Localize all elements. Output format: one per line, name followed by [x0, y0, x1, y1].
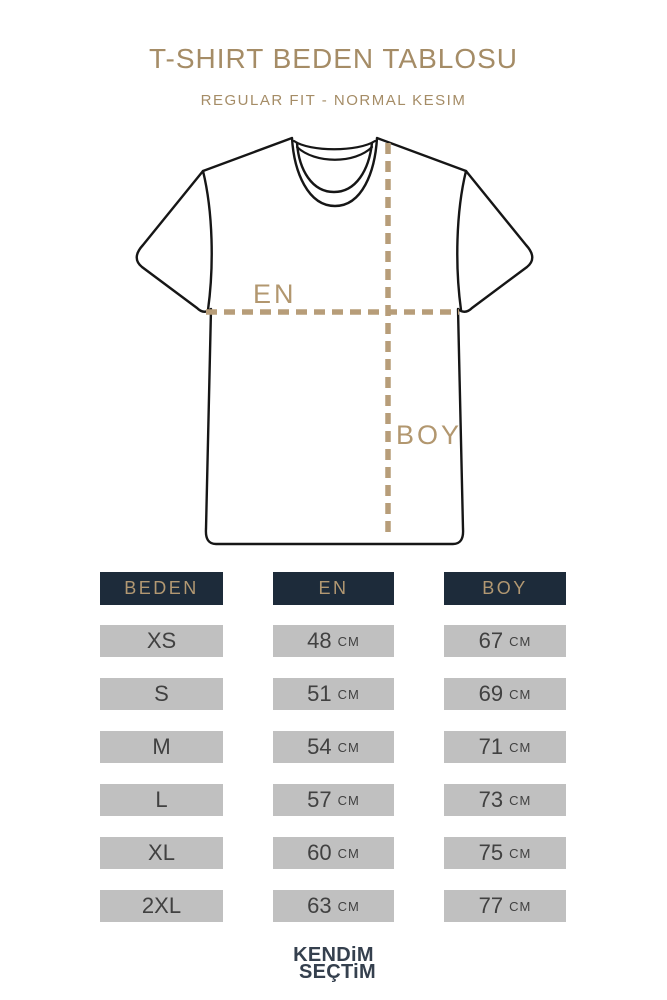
- column-boy: BOY 67 CM 69 CM 71 CM 73 CM 75 CM 7: [444, 572, 566, 922]
- width-label: EN: [253, 279, 297, 309]
- right-armhole-seam: [456, 169, 468, 312]
- measure-unit: CM: [509, 686, 532, 702]
- measure-unit: CM: [337, 739, 360, 755]
- brand-line1: KENDiM: [293, 944, 374, 966]
- measure-unit: CM: [509, 845, 532, 861]
- tshirt-outline: [135, 136, 534, 546]
- size-cell-2xl: 2XL: [100, 890, 223, 922]
- header-cell-en: EN: [273, 572, 394, 605]
- left-armhole-seam: [201, 169, 213, 312]
- measure-value: 57: [307, 787, 332, 812]
- en-cell-xs: 48 CM: [273, 625, 394, 657]
- measure-value: 73: [478, 787, 504, 812]
- size-cell-xl: XL: [100, 837, 223, 869]
- measure-value: 67: [478, 628, 504, 653]
- measure-value: 51: [307, 681, 332, 706]
- header-cell-beden: BEDEN: [100, 572, 223, 605]
- boy-cell-2xl: 77 CM: [444, 890, 566, 922]
- brand-line2: SEÇTiM: [299, 960, 376, 983]
- measure-unit: CM: [337, 792, 360, 808]
- boy-cell-xs: 67 CM: [444, 625, 566, 657]
- column-en: EN 48 CM 51 CM 54 CM 57 CM 60 CM 63: [273, 572, 394, 922]
- measure-unit: CM: [337, 845, 360, 861]
- page-subtitle: REGULAR FIT - NORMAL KESIM: [200, 92, 467, 109]
- en-cell-l: 57 CM: [273, 784, 394, 816]
- measure-unit: CM: [337, 898, 360, 914]
- collar-band: [295, 141, 374, 194]
- measure-unit: CM: [337, 686, 360, 702]
- boy-cell-l: 73 CM: [444, 784, 566, 816]
- boy-cell-s: 69 CM: [444, 678, 566, 710]
- measure-unit: CM: [509, 792, 532, 808]
- measure-value: 77: [478, 893, 504, 918]
- boy-cell-xl: 75 CM: [444, 837, 566, 869]
- measure-unit: CM: [509, 739, 532, 755]
- en-cell-s: 51 CM: [273, 678, 394, 710]
- measure-unit: CM: [337, 633, 360, 649]
- collar-back-seam-2: [295, 145, 374, 161]
- measure-value: 63: [307, 893, 332, 918]
- en-cell-m: 54 CM: [273, 731, 394, 763]
- collar-back-seam-1: [292, 139, 377, 151]
- measure-value: 75: [478, 840, 504, 865]
- measure-value: 69: [478, 681, 504, 706]
- page-title: T-SHIRT BEDEN TABLOSU: [148, 43, 519, 74]
- en-cell-2xl: 63 CM: [273, 890, 394, 922]
- measure-unit: CM: [509, 633, 532, 649]
- measure-value: 71: [478, 734, 504, 759]
- measure-value: 48: [307, 628, 332, 653]
- en-cell-xl: 60 CM: [273, 837, 394, 869]
- size-cell-s: S: [100, 678, 223, 710]
- brand-logo: KENDiM SEÇTiM: [0, 944, 667, 983]
- size-cell-m: M: [100, 731, 223, 763]
- size-cell-xs: XS: [100, 625, 223, 657]
- measure-value: 60: [307, 840, 332, 865]
- header-cell-boy: BOY: [444, 572, 566, 605]
- measure-value: 54: [307, 734, 332, 759]
- size-cell-l: L: [100, 784, 223, 816]
- measure-unit: CM: [509, 898, 532, 914]
- boy-cell-m: 71 CM: [444, 731, 566, 763]
- column-beden: BEDEN XS S M L XL 2XL: [100, 572, 223, 922]
- length-label: BOY: [396, 420, 463, 450]
